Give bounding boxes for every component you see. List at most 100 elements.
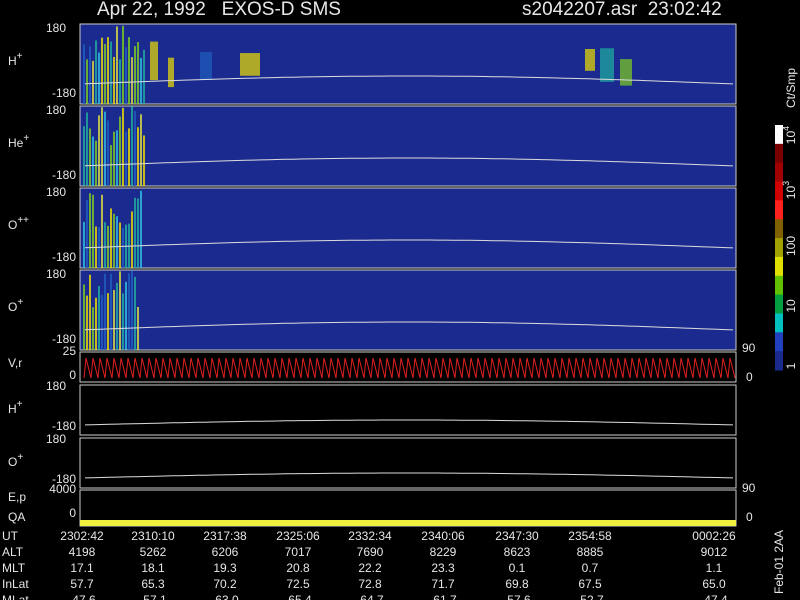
spectrogram-stripe: [143, 135, 145, 186]
colorbar-cell: [775, 332, 783, 352]
colorbar-label-exp: 4: [781, 126, 791, 131]
table-cell: 65.3: [141, 577, 165, 591]
spectrogram-stripe: [110, 274, 112, 350]
quality-bar: [80, 520, 736, 526]
spectrogram-stripe: [104, 222, 106, 268]
right-axis-bottom: 0: [746, 370, 753, 384]
colorbar-cell: [775, 238, 783, 258]
colorbar-label-exp: 3: [781, 181, 791, 186]
spectrogram-stripe: [137, 42, 139, 104]
colorbar-label: 10: [784, 299, 798, 313]
panel-label-sup: +: [17, 297, 23, 308]
spectrogram-panel: [79, 187, 737, 269]
colorbar-cell: [775, 351, 783, 371]
spectrogram-stripe: [101, 294, 103, 350]
trajectory-line: [84, 472, 734, 479]
spectrogram-stripe: [116, 216, 118, 268]
axis-bottom-label: -180: [52, 332, 76, 346]
colorbar-unit: Ct/Smp: [784, 68, 798, 108]
spectrogram-stripe: [134, 276, 136, 350]
colorbar-label: 104: [781, 126, 798, 144]
table-cell: -47.4: [700, 593, 728, 600]
table-cell: -63.0: [211, 593, 239, 600]
colorbar-label-base: 10: [784, 131, 798, 145]
table-cell: 0.7: [582, 561, 599, 575]
spectrogram-stripe: [134, 111, 136, 186]
table-cell: 18.1: [141, 561, 165, 575]
spectrogram-stripe: [107, 37, 109, 104]
panel-label: O+: [8, 297, 23, 315]
panel-label: O+: [8, 452, 23, 470]
spectrogram-stripe: [131, 211, 133, 268]
colorbar-label: 103: [781, 181, 798, 199]
spectrogram-stripe: [140, 114, 142, 186]
spectrogram-stripe: [86, 59, 88, 104]
trajectory-line: [84, 419, 734, 426]
spectrogram-stripe: [89, 193, 91, 268]
spectrogram-patch: [585, 49, 595, 71]
table-cell: 72.8: [358, 577, 382, 591]
axis-top-label: 180: [46, 267, 66, 281]
axis-bottom-label: -180: [52, 86, 76, 100]
spectrogram-patch: [240, 53, 260, 76]
spectrogram-stripe: [101, 107, 103, 186]
spectrogram-stripe: [86, 112, 88, 186]
spectrogram-stripe: [119, 116, 121, 186]
dark-panel: [79, 384, 737, 436]
table-cell: 0002:26: [692, 529, 736, 543]
panel-label: O++: [8, 215, 29, 233]
right-axis-bottom: 0: [746, 510, 753, 524]
spectrogram-stripe: [128, 128, 130, 186]
table-cell: 57.7: [70, 577, 94, 591]
axis-bottom-label: 0: [69, 368, 76, 382]
spectrogram-stripe: [122, 227, 124, 268]
table-cell: 22.2: [358, 561, 382, 575]
table-cell: 67.5: [578, 577, 602, 591]
table-cell: 2317:38: [203, 529, 247, 543]
table-cell: 7690: [357, 545, 384, 559]
table-cell: 8885: [577, 545, 604, 559]
spectrogram-stripe: [110, 41, 112, 104]
panel-label-sup: +: [17, 51, 23, 62]
spectrogram-panel: [79, 105, 737, 187]
right-axis-top: 90: [742, 481, 756, 495]
table-cell: -52.7: [576, 593, 604, 600]
colorbar-cell: [775, 294, 783, 314]
spectrogram-stripe: [131, 106, 133, 186]
table-cell: 2340:06: [421, 529, 465, 543]
table-cell: 0.1: [509, 561, 526, 575]
trajectory-line: [84, 75, 734, 85]
axis-top-label: 180: [46, 185, 66, 199]
colorbar-cell: [775, 200, 783, 220]
colorbar-cell: [775, 275, 783, 296]
spectrogram-stripe: [134, 197, 136, 268]
spectrogram-stripe: [119, 271, 121, 350]
spectrogram-panel: [79, 23, 737, 105]
table-cell: 69.8: [505, 577, 529, 591]
spectrogram-stripe: [137, 306, 139, 350]
spectrogram-patch: [200, 52, 212, 81]
axis-top-label: 25: [63, 344, 77, 358]
table-row-label: InLat: [2, 577, 29, 591]
spectrogram-stripe: [131, 57, 133, 104]
panel-label-base: O: [8, 455, 17, 469]
spectrogram-stripe: [125, 131, 127, 186]
spectrogram-stripe: [92, 60, 94, 104]
spectrogram-stripe: [98, 285, 100, 350]
axis-bottom-label: 0: [69, 506, 76, 520]
spectrogram-stripe: [95, 140, 97, 186]
table-cell: 20.8: [286, 561, 310, 575]
axis-top-label: 180: [46, 432, 66, 446]
table-cell: 4198: [69, 545, 96, 559]
colorbar-label: 1: [784, 362, 798, 369]
spectrogram-stripe: [140, 190, 142, 268]
spectrogram-stripe: [86, 295, 88, 350]
table-cell: 9012: [701, 545, 728, 559]
spectrogram-stripe: [110, 208, 112, 268]
panel-label: H+: [8, 399, 23, 417]
panel-label: QA: [8, 510, 25, 524]
dark-panel: [79, 437, 737, 489]
spectrogram-stripe: [125, 47, 127, 104]
table-cell: 71.7: [431, 577, 455, 591]
